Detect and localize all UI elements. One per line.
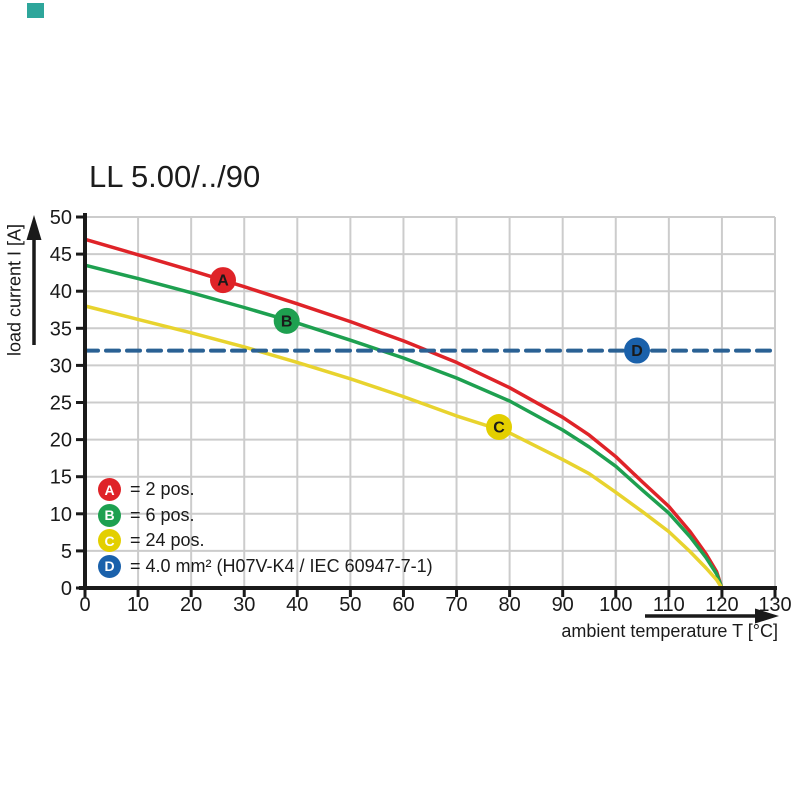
curve-marker-a-icon [210,267,236,294]
x-tick-label: 50 [339,594,361,616]
x-tick-label: 40 [286,594,308,616]
legend-label-c: = 24 pos. [130,530,205,550]
y-tick-label: 35 [50,318,72,340]
x-tick-label: 20 [180,594,202,616]
y-tick-label: 30 [50,355,72,377]
chart-title: LL 5.00/../90 [89,159,261,194]
curve-marker-letter: D [631,343,643,360]
y-tick-label: 20 [50,430,72,452]
x-axis-arrow-icon [755,608,779,624]
corner-color-swatch [27,3,44,18]
x-tick-label: 130 [758,594,791,616]
curve-marker-d-icon [624,337,650,364]
legend-marker-a-icon: A [98,478,121,501]
legend-marker-b-icon: B [98,503,121,527]
y-tick-label: 40 [50,281,72,303]
curve-marker-b-icon [273,307,300,334]
curve-B [83,263,724,590]
curve-marker-letter: C [493,419,505,436]
x-tick-label: 110 [653,594,685,616]
legend-item-b: B = 6 pos. [98,503,195,527]
x-tick-label: 10 [127,594,149,616]
x-axis-label: ambient temperature T [°C] [561,621,778,641]
x-tick-label: 80 [498,594,520,616]
y-tick-label: 5 [61,541,72,563]
legend-label-a: = 2 pos. [130,479,195,499]
legend-item-a: A = 2 pos. [98,478,195,501]
axis-arrows [26,215,779,624]
x-tick-label: 120 [705,594,738,616]
grid [85,216,776,588]
x-tick-label: 70 [445,594,467,616]
curve-marker-c-icon [486,413,512,440]
y-tick-label: 15 [50,467,72,489]
x-tick-label: 100 [599,594,632,616]
legend-marker-d-icon: D [98,554,121,578]
curve-marker-letter: B [281,313,293,330]
x-tick-label: 90 [552,594,574,616]
legend-item-c: C = 24 pos. [98,529,205,552]
x-tick-label: 0 [79,594,90,616]
axes: 0 5 10 15 20 25 30 35 40 45 50 0 10 20 30 40 50 60 70 80 90 1… [50,207,792,616]
legend-marker-c-icon: C [98,529,121,552]
curves [83,237,777,590]
legend-label-d: = 4.0 mm² (H07V-K4 / IEC 60947-7-1) [130,555,433,576]
x-tick-label: 30 [233,594,255,616]
y-tick-label: 10 [50,504,72,526]
y-tick-label: 25 [50,393,72,415]
y-tick-label: 0 [61,578,72,600]
legend-label-b: = 6 pos. [130,504,195,525]
curve-C [83,304,724,590]
legend-item-d: D = 4.0 mm² (H07V-K4 / IEC 60947-7-1) [98,554,433,578]
x-tick-label: 60 [392,594,414,616]
y-tick-label: 50 [50,207,72,229]
curve-marker-letter: A [217,273,229,290]
curve-markers: A B C D [210,267,650,440]
y-axis-label: load current I [A] [4,223,25,357]
y-tick-label: 45 [50,244,72,266]
y-axis-arrow-icon [26,215,42,240]
